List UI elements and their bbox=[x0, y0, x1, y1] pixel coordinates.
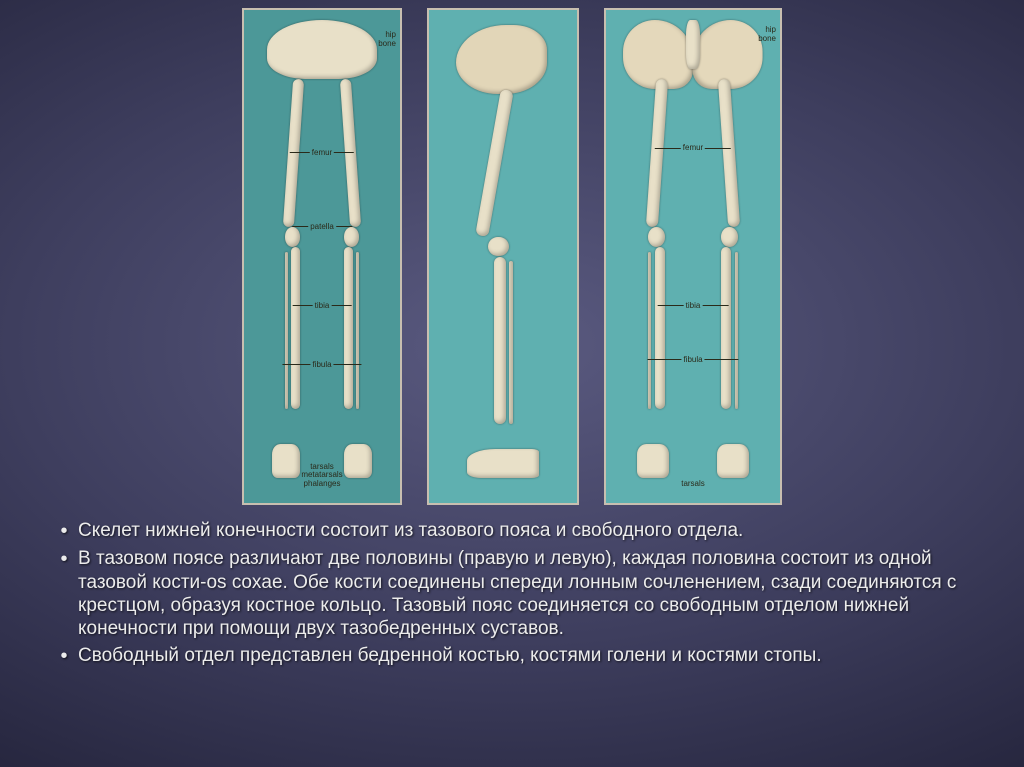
pelvis-bone bbox=[693, 20, 763, 89]
foot-bone bbox=[717, 444, 748, 479]
slide: hipbone femur patella tibia fibula tarsa… bbox=[0, 0, 1024, 767]
label-hip-bone: hipbone bbox=[758, 25, 776, 43]
label-hip-bone: hipbone bbox=[378, 30, 396, 48]
sacrum-bone bbox=[686, 20, 700, 69]
pelvis-bone bbox=[456, 25, 548, 94]
label-tarsals: tarsals bbox=[681, 479, 705, 488]
femur-bone bbox=[475, 89, 514, 237]
fibula-bone bbox=[509, 261, 513, 424]
bullet-dot-icon: • bbox=[50, 547, 78, 571]
bullet-item: • Скелет нижней конечности состоит из та… bbox=[50, 519, 974, 543]
tibia-bone bbox=[721, 247, 731, 410]
knee-bone bbox=[648, 227, 665, 247]
fibula-bone bbox=[356, 252, 359, 410]
tibia-bone bbox=[494, 257, 506, 425]
fibula-bone bbox=[648, 252, 651, 410]
label-patella: patella bbox=[290, 222, 354, 231]
tibia-bone bbox=[291, 247, 300, 410]
fibula-bone bbox=[735, 252, 738, 410]
femur-bone bbox=[717, 79, 739, 227]
foot-bone bbox=[467, 449, 538, 479]
bullet-item: • Свободный отдел представлен бедренной … bbox=[50, 644, 974, 668]
tibia-bone bbox=[344, 247, 353, 410]
label-femur: femur bbox=[653, 143, 733, 152]
bullet-text: Свободный отдел представлен бедренной ко… bbox=[78, 644, 974, 667]
pelvis-bone bbox=[267, 20, 376, 79]
foot-bone bbox=[344, 444, 372, 479]
label-tibia: tibia bbox=[656, 301, 731, 310]
fibula-bone bbox=[285, 252, 288, 410]
pelvis-bone bbox=[623, 20, 693, 89]
figure-posterior: hipbone femur tibia fibula tarsals bbox=[604, 8, 782, 505]
foot-bone bbox=[272, 444, 300, 479]
bullet-dot-icon: • bbox=[50, 519, 78, 543]
tibia-bone bbox=[655, 247, 665, 410]
foot-bone bbox=[637, 444, 668, 479]
label-fibula: fibula bbox=[280, 360, 363, 369]
label-fibula: fibula bbox=[645, 355, 740, 364]
bullet-text: Скелет нижней конечности состоит из тазо… bbox=[78, 519, 974, 542]
femur-bone bbox=[646, 79, 668, 227]
bullet-list: • Скелет нижней конечности состоит из та… bbox=[0, 505, 1024, 668]
figure-anterior: hipbone femur patella tibia fibula tarsa… bbox=[242, 8, 402, 505]
bullet-text: В тазовом поясе различают две половины (… bbox=[78, 547, 974, 640]
label-tarsals: tarsalsmetatarsalsphalanges bbox=[301, 463, 342, 488]
bullet-dot-icon: • bbox=[50, 644, 78, 668]
label-tibia: tibia bbox=[291, 301, 354, 310]
patella-bone bbox=[488, 237, 509, 257]
figure-row: hipbone femur patella tibia fibula tarsa… bbox=[0, 0, 1024, 505]
label-femur: femur bbox=[288, 148, 356, 157]
figure-lateral bbox=[427, 8, 579, 505]
knee-bone bbox=[721, 227, 738, 247]
bullet-item: • В тазовом поясе различают две половины… bbox=[50, 547, 974, 640]
